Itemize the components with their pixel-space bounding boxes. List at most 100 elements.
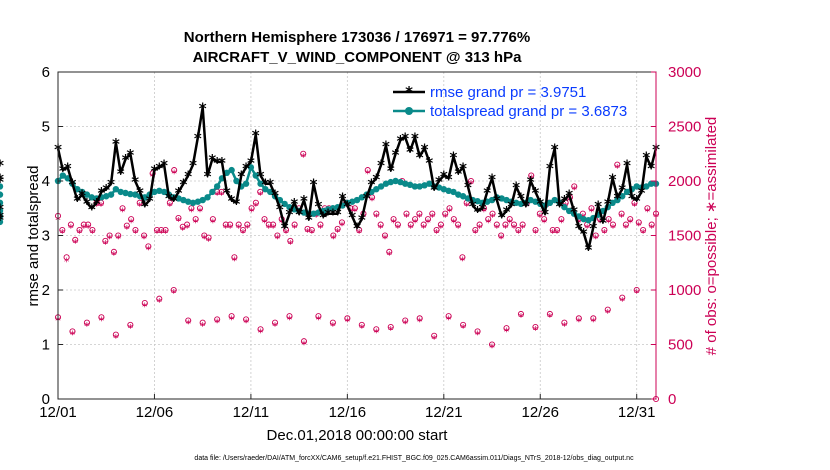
series-totalspread-point — [233, 177, 240, 185]
obs-assimilated-point: * — [184, 222, 190, 235]
series-totalspread-point — [633, 183, 640, 190]
obs-possible-point — [274, 232, 281, 239]
y-tick-label: 3 — [42, 228, 50, 245]
series-rmse-point: * — [0, 200, 4, 218]
obs-possible-point — [344, 315, 351, 322]
series-rmse-point: * — [208, 151, 216, 169]
obs-assimilated-point: * — [640, 227, 646, 240]
obs-assimilated-point: * — [305, 226, 311, 239]
series-rmse-point: * — [179, 176, 187, 194]
obs-assimilated-point: * — [316, 313, 322, 326]
obs-possible-point — [549, 226, 556, 234]
obs-possible-point — [145, 243, 152, 250]
series-totalspread-point — [647, 180, 655, 187]
obs-assimilated-point: * — [584, 222, 590, 235]
obs-possible-point — [474, 328, 481, 335]
obs-assimilated-point: * — [206, 235, 212, 248]
obs-possible-point — [519, 221, 526, 228]
obs-assimilated-point: * — [142, 300, 148, 313]
obs-possible-point — [532, 324, 539, 331]
obs-assimilated-point: * — [111, 249, 117, 262]
series-totalspread-point — [242, 180, 250, 187]
obs-assimilated-point: * — [223, 222, 229, 235]
series-totalspread-point — [194, 198, 202, 205]
obs-possible-point — [83, 319, 90, 326]
series-rmse-point: * — [64, 159, 72, 177]
x-tick-label: 12/11 — [233, 404, 269, 421]
obs-possible-point — [381, 232, 389, 239]
obs-assimilated-point: * — [634, 287, 640, 300]
obs-possible-point — [460, 321, 467, 328]
obs-assimilated-point: * — [309, 227, 315, 240]
series-rmse-point: * — [233, 195, 241, 213]
obs-possible-point — [488, 341, 496, 348]
obs-possible-point — [76, 226, 83, 234]
obs-possible-point — [536, 210, 543, 217]
obs-possible-point — [80, 221, 87, 228]
series-totalspread-point — [247, 164, 255, 171]
obs-assimilated-point: * — [167, 200, 173, 213]
series-rmse-point: * — [604, 195, 612, 213]
obs-possible-point — [185, 317, 192, 324]
series-rmse-point: * — [305, 211, 313, 229]
obs-assimilated-point: * — [115, 233, 121, 246]
obs-possible-point — [588, 205, 595, 212]
series-rmse-point: * — [382, 138, 390, 156]
obs-possible-point — [72, 236, 79, 243]
obs-possible-point — [158, 226, 165, 234]
obs-possible-point — [416, 315, 423, 322]
y-tick-label: 5 — [42, 119, 50, 136]
obs-assimilated-point: * — [157, 296, 163, 309]
legend-rmse-marker: * — [405, 83, 413, 101]
series-rmse-point: * — [392, 146, 400, 164]
obs-possible-point — [619, 294, 626, 301]
obs-assimilated-point: * — [279, 216, 285, 229]
series-rmse-point: * — [0, 157, 4, 175]
obs-possible-point — [214, 316, 221, 323]
series-totalspread-point — [310, 210, 317, 217]
series-rmse-point: * — [556, 198, 564, 216]
obs-assimilated-point: * — [292, 222, 298, 235]
series-rmse-point: * — [493, 192, 501, 210]
series-rmse-point: * — [343, 198, 351, 216]
series-totalspread-point — [585, 217, 592, 224]
obs-assimilated-point: * — [257, 189, 263, 202]
obs-possible-point — [300, 150, 307, 157]
y-axis-label-right: # of obs: o=possible; ∗=assimilated — [703, 117, 720, 356]
obs-possible-point — [89, 226, 96, 234]
obs-assimilated-point: * — [562, 320, 568, 333]
series-rmse-point: * — [454, 165, 462, 183]
series-rmse-point: * — [416, 148, 424, 166]
series-rmse-point: * — [155, 159, 163, 177]
series-rmse-point: * — [546, 159, 554, 177]
series-rmse-point: * — [78, 187, 86, 205]
series-rmse-point: * — [0, 208, 4, 226]
series-rmse-point: * — [151, 162, 159, 180]
obs-assimilated-point: * — [460, 254, 466, 267]
series-totalspread-point — [377, 183, 385, 190]
obs-assimilated-point: * — [547, 311, 553, 324]
obs-possible-point — [166, 199, 173, 206]
series-totalspread-point — [112, 185, 120, 193]
series-totalspread-point — [426, 180, 433, 187]
obs-assimilated-point: * — [214, 189, 220, 202]
obs-possible-point — [364, 167, 371, 174]
series-rmse-point: * — [517, 189, 525, 207]
obs-possible-point — [123, 222, 130, 229]
obs-possible-point — [112, 331, 119, 338]
series-totalspread-point — [103, 193, 110, 200]
series-rmse-point: * — [261, 176, 269, 194]
obs-assimilated-point: * — [610, 222, 616, 235]
series-totalspread-point — [257, 180, 264, 187]
x-tick-label: 12/06 — [136, 404, 174, 421]
series-rmse-point: * — [575, 219, 583, 237]
series-totalspread-point — [551, 196, 558, 204]
obs-possible-point — [387, 324, 394, 331]
series-rmse-point: * — [647, 159, 655, 177]
series-totalspread-point — [127, 190, 134, 198]
series-rmse-point: * — [204, 168, 212, 186]
series-rmse-point: * — [295, 206, 303, 224]
obs-possible-point — [196, 205, 204, 212]
x-axis-label: Dec.01,2018 00:00:00 start — [267, 427, 449, 444]
series-totalspread-point — [252, 172, 259, 179]
